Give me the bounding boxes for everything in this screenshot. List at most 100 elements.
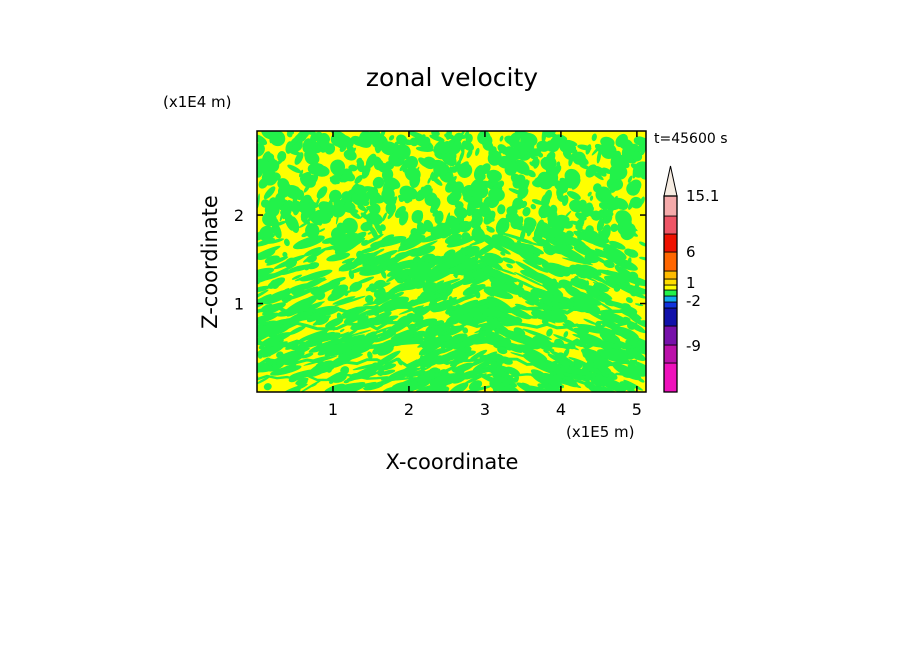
field-patch: [449, 143, 457, 150]
field-patch: [593, 183, 602, 193]
field-patch: [373, 192, 380, 199]
field-patch: [563, 331, 569, 338]
field-patch: [505, 366, 521, 377]
x-tick-label: 1: [328, 400, 338, 419]
field-patch: [526, 169, 536, 178]
field-patch: [564, 380, 582, 388]
field-patch: [300, 378, 324, 392]
field-patch: [452, 295, 472, 306]
field-patch: [349, 281, 363, 292]
field-patch: [285, 310, 313, 325]
field-patch: [447, 215, 460, 231]
field-patch: [360, 212, 371, 221]
field-patch: [531, 373, 553, 387]
field-patch: [598, 201, 610, 210]
field-patch: [499, 135, 504, 142]
field-patch: [346, 329, 372, 338]
field-patch: [257, 353, 263, 359]
field-patch: [303, 196, 312, 205]
field-patch: [267, 277, 286, 289]
field-patch: [340, 173, 349, 183]
field-patch: [634, 136, 646, 143]
field-patch: [298, 221, 310, 229]
field-patch: [359, 131, 371, 144]
field-patch: [453, 132, 463, 143]
field-patch: [479, 180, 494, 188]
field-patch: [288, 150, 302, 156]
field-patch: [554, 296, 566, 303]
field-patch: [430, 196, 441, 209]
field-patch: [429, 134, 445, 142]
field-patch: [463, 195, 476, 202]
field-patch: [603, 251, 619, 263]
field-patch: [292, 134, 300, 146]
field-patch: [267, 238, 285, 244]
field-patch: [352, 362, 385, 371]
field-patch: [577, 224, 583, 234]
field-patch: [491, 234, 515, 246]
field-patch: [514, 242, 544, 255]
field-patch: [266, 159, 280, 173]
field-patch: [603, 259, 615, 269]
field-patch: [415, 146, 434, 152]
field-patch: [381, 187, 395, 202]
field-patch: [522, 259, 549, 273]
field-patch: [325, 317, 344, 329]
field-patch: [360, 221, 373, 232]
field-patch: [307, 162, 326, 176]
field-patch: [471, 211, 480, 220]
field-patch: [460, 268, 484, 283]
field-patch: [257, 289, 269, 301]
field-patch: [390, 291, 404, 300]
field-patch: [263, 186, 276, 200]
field-patch: [314, 285, 328, 295]
field-patch: [566, 190, 581, 201]
field-patch: [618, 281, 642, 290]
field-patch: [318, 142, 332, 149]
x-tick-label: 4: [556, 400, 566, 419]
field-patch: [427, 177, 431, 184]
field-patch: [258, 177, 269, 189]
field-patch: [367, 231, 372, 235]
field-patch: [314, 209, 332, 224]
field-patch: [282, 251, 288, 258]
field-patch: [465, 186, 472, 196]
field-patch: [510, 352, 531, 359]
colorbar-label: 1: [686, 274, 696, 292]
field-patch: [451, 261, 479, 274]
field-patch: [609, 240, 626, 250]
field-patch: [336, 222, 347, 236]
field-patch: [377, 239, 398, 248]
field-patch: [520, 168, 530, 176]
colorbar-swatch: [663, 301, 678, 309]
field-patch: [486, 225, 493, 230]
colorbar-swatch: [663, 251, 678, 272]
field-patch: [488, 187, 505, 202]
field-patch: [424, 195, 429, 201]
field-patch: [435, 299, 460, 307]
field-patch: [327, 368, 332, 373]
field-patch: [473, 193, 483, 209]
field-patch: [626, 249, 639, 258]
field-patch: [597, 301, 614, 312]
y-unit-label: (x1E4 m): [163, 93, 232, 111]
field-patch: [357, 315, 369, 324]
field-patch: [277, 151, 287, 162]
field-patch: [613, 284, 621, 292]
field-patch: [387, 211, 395, 220]
field-patch: [403, 278, 414, 288]
field-patch: [339, 144, 347, 153]
field-patch: [257, 324, 282, 337]
field-patch: [396, 144, 411, 160]
field-patch: [339, 328, 345, 333]
field-patch: [506, 263, 513, 269]
x-tick-label: 3: [480, 400, 490, 419]
field-patch: [565, 300, 572, 304]
field-patch: [513, 271, 544, 287]
field-patch: [497, 146, 506, 156]
field-patch: [588, 311, 618, 326]
field-patch: [557, 265, 571, 277]
field-patch: [552, 356, 573, 365]
field-patch: [516, 382, 548, 392]
